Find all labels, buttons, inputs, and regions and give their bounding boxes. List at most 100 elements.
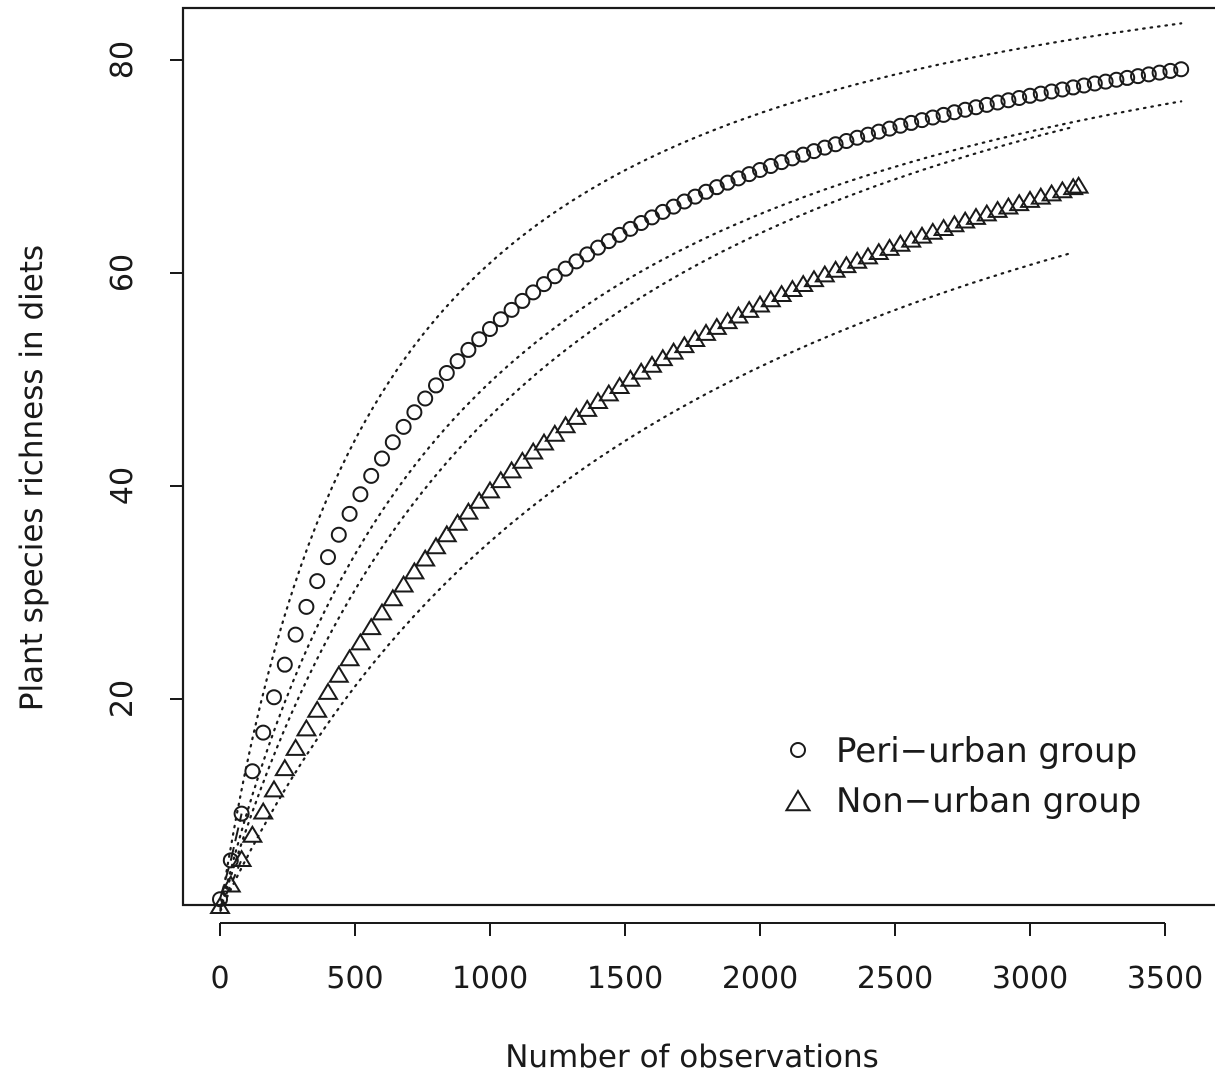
circle-point-1-23	[460, 341, 477, 358]
triangle-point-2-80	[1067, 175, 1090, 194]
triangle-point-2-21	[436, 524, 458, 543]
triangle-point-2-52	[770, 284, 793, 303]
circle-point-1-81	[1086, 75, 1103, 92]
circle-point-1-54	[795, 146, 812, 163]
circle-point-1-46	[708, 179, 725, 196]
circle-point-1-14	[363, 467, 380, 484]
triangle-point-2-26	[490, 470, 512, 489]
circle-point-1-74	[1011, 89, 1028, 106]
circle-point-1-9	[309, 573, 326, 590]
circle-point-1-5	[266, 689, 282, 706]
triangle-point-2-48	[727, 305, 750, 324]
circle-point-1-16	[384, 434, 401, 451]
triangle-point-2-43	[673, 335, 696, 354]
triangle-point-2-27	[500, 460, 523, 479]
circle-point-1-27	[503, 301, 520, 318]
circle-point-1-20	[428, 377, 444, 394]
circle-point-1-83	[1108, 71, 1125, 88]
circle-point-1-45	[698, 183, 714, 200]
circle-point-1-4	[255, 724, 272, 741]
triangle-point-2-47	[716, 311, 739, 330]
circle-point-1-70	[968, 99, 984, 116]
circle-point-1-48	[730, 170, 747, 187]
circle-point-1-32	[557, 260, 574, 277]
triangle-point-2-50	[749, 294, 771, 313]
ci-band-upper-series-1	[219, 22, 1183, 910]
circle-point-1-17	[395, 418, 412, 435]
circle-point-1-10	[320, 549, 336, 566]
circle-point-1-88	[1162, 62, 1179, 79]
circle-point-1-64	[903, 114, 920, 131]
circle-point-1-80	[1076, 77, 1092, 94]
circle-point-1-69	[957, 101, 974, 118]
circle-point-1-58	[838, 132, 855, 149]
circle-point-1-52	[773, 154, 790, 171]
triangle-point-2-45	[695, 323, 717, 341]
x-tick-label: 3000	[992, 961, 1068, 996]
circle-point-1-55	[806, 143, 822, 160]
x-tick-label: 2000	[722, 961, 798, 996]
circle-point-1-59	[849, 129, 866, 146]
circle-point-1-65	[914, 112, 930, 129]
triangle-point-2-25	[479, 480, 501, 499]
circle-point-1-12	[341, 505, 358, 522]
circle-point-1-86	[1140, 66, 1157, 83]
circle-point-1-11	[330, 526, 347, 543]
circle-point-1-78	[1054, 81, 1071, 98]
triangle-point-2-17	[392, 574, 415, 593]
circle-point-1-19	[417, 390, 434, 407]
legend-circle-marker	[790, 742, 806, 758]
triangle-point-2-46	[706, 317, 728, 335]
circle-point-1-47	[719, 174, 736, 191]
circle-point-1-2	[233, 805, 250, 822]
series-line-1	[219, 813, 243, 900]
y-tick-label: 80	[105, 41, 140, 79]
triangle-point-2-42	[662, 341, 685, 360]
circle-point-1-84	[1119, 69, 1136, 86]
circle-point-1-3	[244, 763, 261, 780]
circle-point-1-63	[892, 117, 909, 134]
data-points	[209, 61, 1190, 915]
triangle-point-2-19	[414, 548, 436, 567]
triangle-point-2-10	[317, 682, 339, 700]
circle-point-1-49	[741, 166, 758, 183]
triangle-point-2-23	[457, 501, 480, 520]
x-axis: 0 500 1000 1500 2000 2500 3000 3500	[210, 922, 1203, 996]
triangle-point-2-8	[295, 718, 318, 737]
legend-label-1: Peri−urban group	[836, 731, 1137, 771]
triangle-point-2-31	[544, 423, 566, 442]
circle-point-1-71	[978, 96, 995, 113]
circle-point-1-39	[633, 214, 650, 231]
x-tick-label: 1500	[587, 961, 663, 996]
circle-point-1-72	[989, 94, 1006, 111]
triangle-point-2-29	[522, 441, 544, 460]
legend: Peri−urban group Non−urban group	[784, 731, 1141, 821]
circle-point-1-21	[438, 364, 455, 381]
triangle-point-2-13	[349, 632, 372, 651]
triangle-point-2-16	[382, 588, 404, 607]
circle-point-1-68	[946, 104, 963, 121]
circle-point-1-66	[924, 109, 941, 126]
ci-band-lower-series-2	[219, 251, 1074, 912]
triangle-point-2-14	[360, 617, 382, 636]
circle-point-1-6	[276, 656, 293, 673]
circle-point-1-24	[471, 331, 488, 348]
x-tick-label: 3500	[1127, 961, 1203, 996]
circle-point-1-87	[1151, 64, 1168, 81]
triangle-point-2-12	[338, 648, 361, 667]
triangle-point-2-3	[241, 824, 264, 843]
circle-point-1-30	[536, 276, 552, 293]
circle-point-1-85	[1130, 68, 1146, 85]
circle-point-1-1	[222, 852, 239, 869]
ci-band-upper-series-2	[219, 126, 1074, 912]
circle-point-1-8	[298, 598, 315, 615]
triangle-point-2-28	[511, 450, 534, 469]
circle-point-1-51	[762, 157, 779, 174]
circle-point-1-40	[644, 209, 660, 226]
legend-label-2: Non−urban group	[836, 781, 1141, 821]
y-tick-label: 60	[105, 254, 140, 292]
triangle-point-2-11	[328, 664, 350, 683]
circle-point-1-79	[1065, 79, 1082, 96]
circle-point-1-25	[482, 320, 498, 337]
circle-point-1-75	[1022, 87, 1038, 104]
